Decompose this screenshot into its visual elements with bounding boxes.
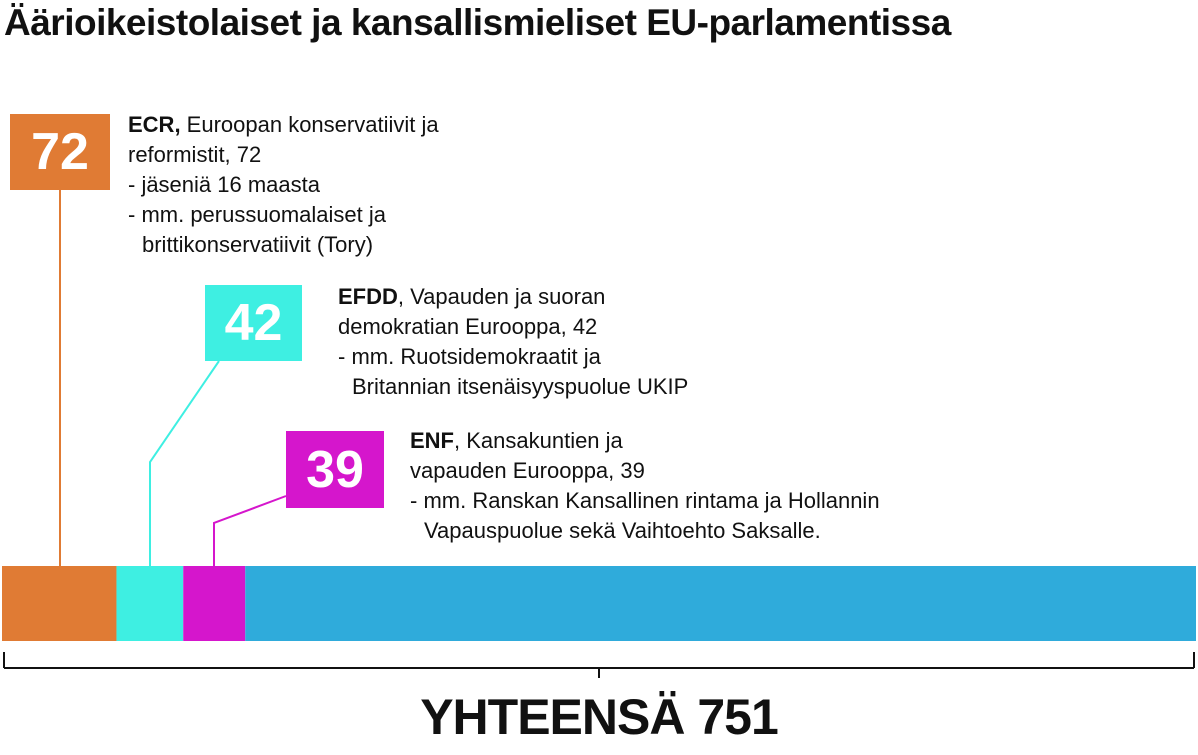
ecr-abbreviation: ECR,	[128, 112, 181, 137]
enf-label-line: vapauden Eurooppa, 39	[410, 456, 880, 486]
efdd-label-line: EFDD, Vapauden ja suoran	[338, 282, 688, 312]
ecr-label-line: ECR, Euroopan konservatiivit ja	[128, 110, 439, 140]
efdd-label-text: , Vapauden ja suoran	[397, 284, 606, 309]
enf-label-text: - mm. Ranskan Kansallinen rintama ja Hol…	[410, 488, 880, 513]
enf-value: 39	[306, 440, 364, 499]
enf-abbreviation: ENF	[410, 428, 454, 453]
efdd-value-box: 42	[205, 285, 302, 361]
chart-title: Äärioikeistolaiset ja kansallismieliset …	[4, 2, 951, 43]
ecr-label-line: reformistit, 72	[128, 140, 439, 170]
efdd-label-line: Britannian itsenäisyyspuolue UKIP	[338, 372, 688, 402]
ecr-label-text: brittikonservatiivit (Tory)	[142, 232, 374, 257]
bar-segment-enf	[183, 566, 246, 641]
ecr-label-text: - mm. perussuomalaiset ja	[128, 202, 386, 227]
ecr-label-line: - jäseniä 16 maasta	[128, 170, 439, 200]
ecr-value-box: 72	[10, 114, 110, 190]
bar-segment-muut	[245, 566, 1196, 641]
enf-label-line: - mm. Ranskan Kansallinen rintama ja Hol…	[410, 486, 880, 516]
enf-connector-line	[213, 495, 287, 566]
enf-value-box: 39	[286, 431, 384, 508]
ecr-value: 72	[31, 123, 89, 181]
efdd-label-line: demokratian Eurooppa, 42	[338, 312, 688, 342]
efdd-label-text: - mm. Ruotsidemokraatit ja	[338, 344, 601, 369]
enf-label: ENF, Kansakuntien ja vapauden Eurooppa, 3…	[410, 426, 880, 546]
enf-label-line: Vapauspuolue sekä Vaihtoehto Saksalle.	[410, 516, 880, 546]
enf-label-text: , Kansakuntien ja	[454, 428, 623, 453]
ecr-label-text: reformistit, 72	[128, 142, 262, 167]
efdd-label-line: - mm. Ruotsidemokraatit ja	[338, 342, 688, 372]
efdd-abbreviation: EFDD	[338, 284, 398, 309]
ecr-label-line: - mm. perussuomalaiset ja	[128, 200, 439, 230]
ecr-label: ECR, Euroopan konservatiivit ja reformist…	[128, 110, 439, 260]
enf-label-text: Vapauspuolue sekä Vaihtoehto Saksalle.	[424, 518, 821, 543]
ecr-label-text: - jäseniä 16 maasta	[128, 172, 320, 197]
efdd-value: 42	[224, 294, 283, 352]
efdd-label: EFDD, Vapauden ja suoran demokratian Euro…	[338, 282, 688, 402]
efdd-label-text: Britannian itsenäisyyspuolue UKIP	[352, 374, 689, 399]
ecr-label-line: brittikonservatiivit (Tory)	[128, 230, 439, 260]
efdd-connector-line	[149, 360, 220, 566]
efdd-label-text: demokratian Eurooppa, 42	[338, 314, 598, 339]
bar-segment-efdd	[116, 566, 184, 641]
ecr-label-text: Euroopan konservatiivit ja	[180, 112, 439, 137]
enf-label-text: vapauden Eurooppa, 39	[410, 458, 645, 483]
total-label: YHTEENSÄ 751	[420, 689, 779, 745]
enf-label-line: ENF, Kansakuntien ja	[410, 426, 880, 456]
bar-segment-ecr	[2, 566, 117, 641]
